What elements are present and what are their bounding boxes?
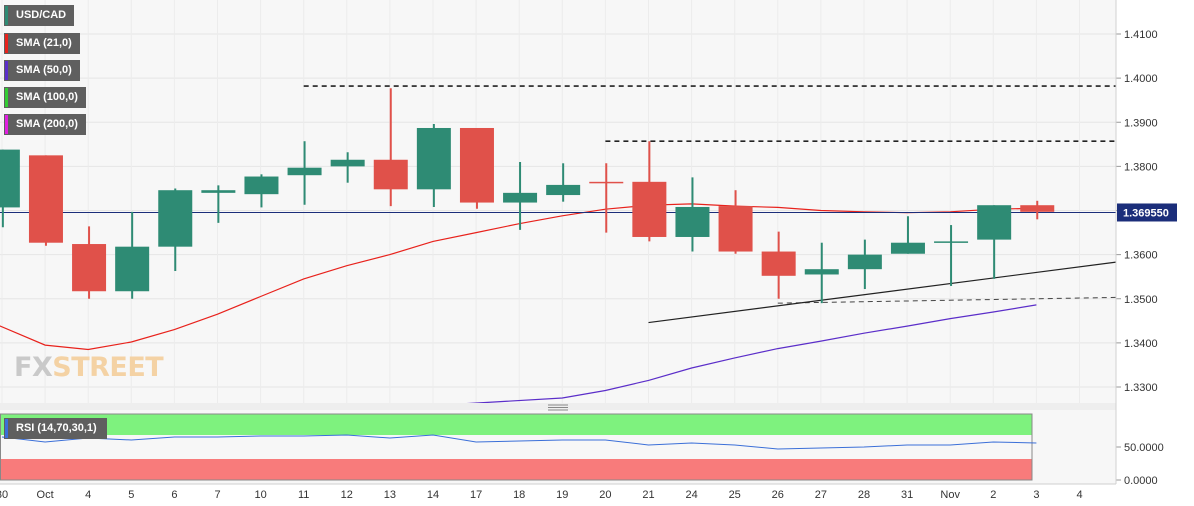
- candle-body: [675, 206, 710, 237]
- candle-body: [72, 244, 107, 292]
- candle-body: [589, 181, 624, 184]
- date-tick-label: 6: [171, 489, 177, 501]
- candle-body: [632, 181, 667, 237]
- date-tick-label: 2: [990, 489, 996, 501]
- price-tick-label: 1.3900: [1124, 117, 1158, 129]
- legend-sma-100[interactable]: SMA (100,0): [4, 87, 86, 108]
- candle-body: [718, 206, 753, 252]
- logo-street-text: STREET: [52, 352, 164, 383]
- legend-sma-21-swatch: [5, 34, 8, 53]
- date-tick-label: 4: [1076, 489, 1082, 501]
- date-tick-label: 26: [772, 489, 784, 501]
- date-tick-label: 14: [427, 489, 439, 501]
- date-tick-label: Oct: [37, 489, 54, 501]
- date-tick-label: 30: [0, 489, 8, 501]
- rsi-line: [1, 434, 1037, 450]
- rsi-overbought-zone: [0, 414, 1032, 435]
- date-tick-label: 12: [341, 489, 353, 501]
- logo-fx-text: FX: [14, 352, 53, 383]
- candle-body: [115, 246, 150, 292]
- legend-sma-100-swatch: [5, 88, 8, 107]
- price-tick-label: 1.4000: [1124, 73, 1158, 85]
- rsi-zones-outline: [0, 413, 1033, 481]
- legend-rsi[interactable]: RSI (14,70,30,1): [4, 418, 107, 439]
- legend-sma-50-swatch: [5, 61, 8, 80]
- legend-usdcad-swatch: [5, 6, 8, 25]
- rsi-tick-label: 50.0000: [1124, 442, 1164, 454]
- price-tick-label: 1.3400: [1124, 338, 1158, 350]
- legend-sma-21-label: SMA (21,0): [16, 37, 72, 49]
- current-price-tag: 1.369550: [1117, 203, 1177, 222]
- date-tick-label: 11: [298, 489, 309, 501]
- candle-body: [503, 192, 538, 203]
- price-tick-label: 1.3300: [1124, 382, 1158, 394]
- candle-body: [977, 205, 1012, 240]
- rsi-pane: 50.0000 0.0000: [0, 413, 1164, 487]
- date-tick-label: 28: [858, 489, 870, 501]
- candle-body: [459, 127, 494, 203]
- candle-body: [28, 155, 63, 243]
- candle-body: [847, 254, 882, 270]
- legend-rsi-swatch: [5, 419, 8, 438]
- date-tick-label: 31: [901, 489, 913, 501]
- rsi-oversold-zone: [0, 459, 1032, 480]
- candle-body: [244, 176, 279, 195]
- date-tick-label: 17: [470, 489, 482, 501]
- date-tick-label: 4: [85, 489, 91, 501]
- legend-sma-50[interactable]: SMA (50,0): [4, 60, 80, 81]
- date-tick-label: 3: [1033, 489, 1039, 501]
- candle-body: [761, 251, 796, 276]
- date-tick-label: 5: [128, 489, 134, 501]
- legend-usdcad-label: USD/CAD: [16, 9, 67, 21]
- price-axis: 1.33001.34001.35001.36001.37001.38001.39…: [1116, 29, 1158, 394]
- candle-body: [416, 127, 451, 190]
- sma-50-line: [411, 304, 1037, 408]
- legend-sma-50-label: SMA (50,0): [16, 64, 72, 76]
- candle-body: [373, 159, 408, 190]
- date-tick-label: 27: [815, 489, 827, 501]
- date-tick-label: 21: [642, 489, 654, 501]
- date-tick-label: Nov: [940, 489, 960, 501]
- rsi-tick-label: 0.0000: [1124, 475, 1158, 487]
- candle-body: [158, 190, 193, 247]
- price-tag-label: 1.369550: [1123, 207, 1169, 219]
- candle-body: [1020, 205, 1055, 212]
- legend-sma-200-label: SMA (200,0): [16, 118, 78, 130]
- legend-usdcad[interactable]: USD/CAD: [4, 5, 75, 26]
- price-tick-label: 1.3500: [1124, 294, 1158, 306]
- candle-body: [804, 269, 839, 275]
- date-tick-label: 19: [556, 489, 568, 501]
- legend-rsi-label: RSI (14,70,30,1): [16, 422, 97, 434]
- support-dashed-line: [777, 296, 1117, 304]
- date-axis: 30Oct45671011121314171819202124252627283…: [0, 483, 1116, 501]
- date-tick-label: 18: [513, 489, 525, 501]
- date-tick-label: 13: [384, 489, 396, 501]
- date-tick-label: 25: [729, 489, 741, 501]
- pane-splitter[interactable]: [0, 403, 1116, 411]
- candle-body: [934, 241, 969, 243]
- date-tick-label: 10: [254, 489, 266, 501]
- candle-body: [287, 167, 322, 176]
- date-tick-label: 7: [214, 489, 220, 501]
- candle-body: [330, 159, 365, 167]
- ascending-trendline: [648, 261, 1117, 324]
- legend-sma-21[interactable]: SMA (21,0): [4, 33, 80, 54]
- legend-sma-200-swatch: [5, 115, 8, 134]
- price-tick-label: 1.4100: [1124, 29, 1158, 41]
- candle-body: [201, 190, 236, 193]
- candle-body: [890, 242, 925, 254]
- date-tick-label: 24: [685, 489, 697, 501]
- candle-body: [0, 149, 20, 208]
- legend-sma-100-label: SMA (100,0): [16, 91, 78, 103]
- price-tick-label: 1.3600: [1124, 250, 1158, 262]
- price-tag-bg: [1117, 203, 1177, 222]
- date-tick-label: 20: [599, 489, 611, 501]
- legend-sma-200[interactable]: SMA (200,0): [4, 114, 86, 135]
- candle-body: [546, 184, 581, 196]
- candlesticks: [0, 88, 1055, 304]
- fxstreet-logo: FXSTREET: [14, 352, 164, 383]
- price-tick-label: 1.3800: [1124, 161, 1158, 173]
- splitter-bar: [0, 403, 1116, 410]
